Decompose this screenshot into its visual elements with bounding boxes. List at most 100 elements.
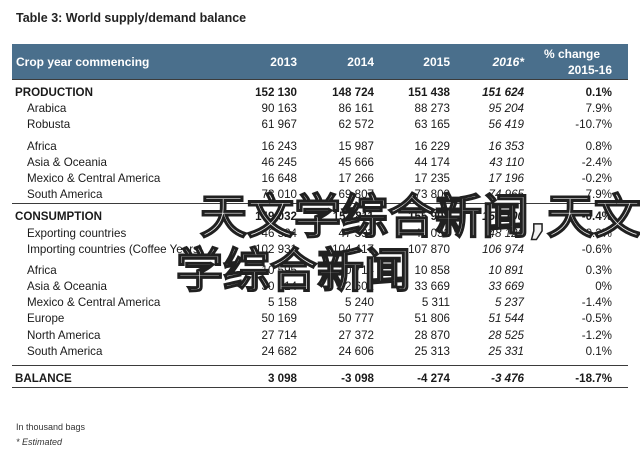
row-label: CONSUMPTION [15, 210, 102, 224]
row-value: -0.5% [581, 312, 612, 326]
row-value: -18.7% [575, 372, 612, 385]
table-row: PRODUCTION 152 130 148 724 151 438 151 624 0.… [12, 85, 628, 101]
row-value: 10 858 [414, 263, 450, 277]
row-value: 27 372 [338, 328, 374, 342]
table-title: Table 3: World supply/demand balance [16, 11, 247, 25]
table-row: Europe 50 169 50 777 51 806 51 544 -0.5% [12, 311, 628, 327]
row-value: 17 196 [488, 171, 524, 185]
row-value: 5 311 [421, 296, 450, 310]
row-value: 28 525 [488, 328, 524, 342]
row-value: 48 032 [414, 226, 450, 240]
row-value: 45 666 [338, 155, 374, 169]
footnote-estimated: * Estimated [16, 437, 63, 447]
row-value: 25 331 [488, 344, 524, 358]
row-value: 28 870 [414, 328, 450, 342]
table-row: Robusta 61 967 62 572 63 165 56 419 -10.7% [12, 117, 628, 133]
row-value: 16 353 [488, 139, 524, 153]
row-value: 73 010 [261, 188, 297, 202]
row-value: 10 595 [261, 263, 297, 277]
row-value: 33 669 [414, 280, 450, 294]
row-value: 17 235 [414, 171, 450, 185]
row-value: 107 870 [408, 242, 450, 256]
row-label: Europe [27, 312, 65, 326]
row-value: -1.2% [581, 328, 612, 342]
row-label: Importing countries (Coffee Years) [27, 242, 203, 256]
table-row: BALANCE 3 098 -3 098 -4 274 -3 476 -18.7% [12, 371, 628, 387]
row-value: 3 098 [267, 372, 297, 385]
row-value: 5 158 [267, 296, 297, 310]
table-header: Crop year commencing 2013 2014 2015 2016… [12, 44, 628, 79]
row-value: 86 161 [338, 102, 374, 116]
row-label: Exporting countries [27, 226, 127, 240]
row-value: 15 987 [338, 139, 374, 153]
bottom-rule [12, 387, 628, 389]
row-value: 0.1% [585, 344, 612, 358]
row-value: 17 266 [338, 171, 374, 185]
row-label: South America [27, 188, 103, 202]
row-value: 48 126 [488, 226, 524, 240]
row-value: 10 891 [488, 263, 524, 277]
header-year-2015: 2015 [423, 55, 450, 69]
row-label: North America [27, 328, 101, 342]
footnote-units: In thousand bags [16, 422, 86, 432]
row-value: -0.4% [581, 210, 612, 224]
row-value: 5 237 [494, 296, 524, 310]
row-value: 10 714 [338, 263, 374, 277]
row-value: 73 800 [414, 188, 450, 202]
row-value: 0.8% [585, 139, 612, 153]
header-change-line1: % change [543, 47, 600, 61]
row-value: 56 419 [488, 118, 524, 132]
section-rule [12, 203, 628, 205]
row-value: 95 204 [488, 102, 524, 116]
table-row: Mexico & Central America 16 648 17 266 17 2… [12, 171, 628, 187]
table-row: Arabica 90 163 86 161 88 273 95 204 7.9% [12, 101, 628, 117]
row-value: 25 313 [414, 344, 450, 358]
row-value: -4 274 [417, 372, 450, 385]
row-label: Mexico & Central America [27, 296, 161, 310]
row-label: South America [27, 344, 103, 358]
watermark-line2: 学综合新闻 [175, 243, 412, 300]
row-label: Asia & Oceania [27, 155, 107, 169]
row-value: 46 245 [261, 155, 297, 169]
row-value: -0.2% [581, 171, 612, 185]
row-value: 102 931 [255, 242, 297, 256]
row-value: 74 965 [488, 188, 524, 202]
table-row: Asia & Oceania 46 245 45 666 44 174 43 110 -2… [12, 155, 628, 171]
section-rule [12, 365, 628, 366]
row-value: 62 572 [338, 118, 374, 132]
watermark-line1: 天文学综合新闻,天文 [199, 189, 640, 246]
row-value: 51 544 [488, 312, 524, 326]
row-value: 155 100 [482, 210, 524, 224]
row-value: 16 243 [261, 139, 297, 153]
row-value: 24 606 [338, 344, 374, 358]
row-value: 47 393 [338, 226, 374, 240]
row-label: PRODUCTION [15, 86, 93, 99]
table-row: South America 24 682 24 606 25 313 25 331 0.1… [12, 344, 628, 360]
row-value: 151 811 [332, 210, 374, 224]
row-value: -3 476 [491, 372, 524, 385]
row-value: -2.4% [581, 155, 612, 169]
row-value: 0.3% [585, 263, 612, 277]
row-value: 148 724 [332, 86, 374, 99]
row-value: 88 273 [414, 102, 450, 116]
table-row: South America 73 010 69 807 73 800 74 965 7.9… [12, 187, 628, 203]
row-value: 27 714 [261, 328, 297, 342]
row-value: 63 165 [414, 118, 450, 132]
row-value: 24 682 [261, 344, 297, 358]
row-value: 50 777 [338, 312, 374, 326]
header-change-line2: 2015-16 [567, 63, 612, 77]
row-value: 50 169 [261, 312, 297, 326]
row-value: 151 624 [482, 86, 524, 99]
row-value: 90 163 [261, 102, 297, 116]
row-value: 16 229 [414, 139, 450, 153]
row-value: 16 648 [261, 171, 297, 185]
row-value: 155 908 [408, 210, 450, 224]
row-label: Arabica [27, 102, 67, 116]
row-value: 30 714 [261, 280, 297, 294]
row-value: 33 669 [488, 280, 524, 294]
table-row: Exporting countries 46 524 47 393 48 032 48 … [12, 226, 628, 242]
row-value: -10.7% [575, 118, 612, 132]
row-value: 151 438 [408, 86, 450, 99]
row-value: 61 967 [261, 118, 297, 132]
row-value: 51 806 [414, 312, 450, 326]
